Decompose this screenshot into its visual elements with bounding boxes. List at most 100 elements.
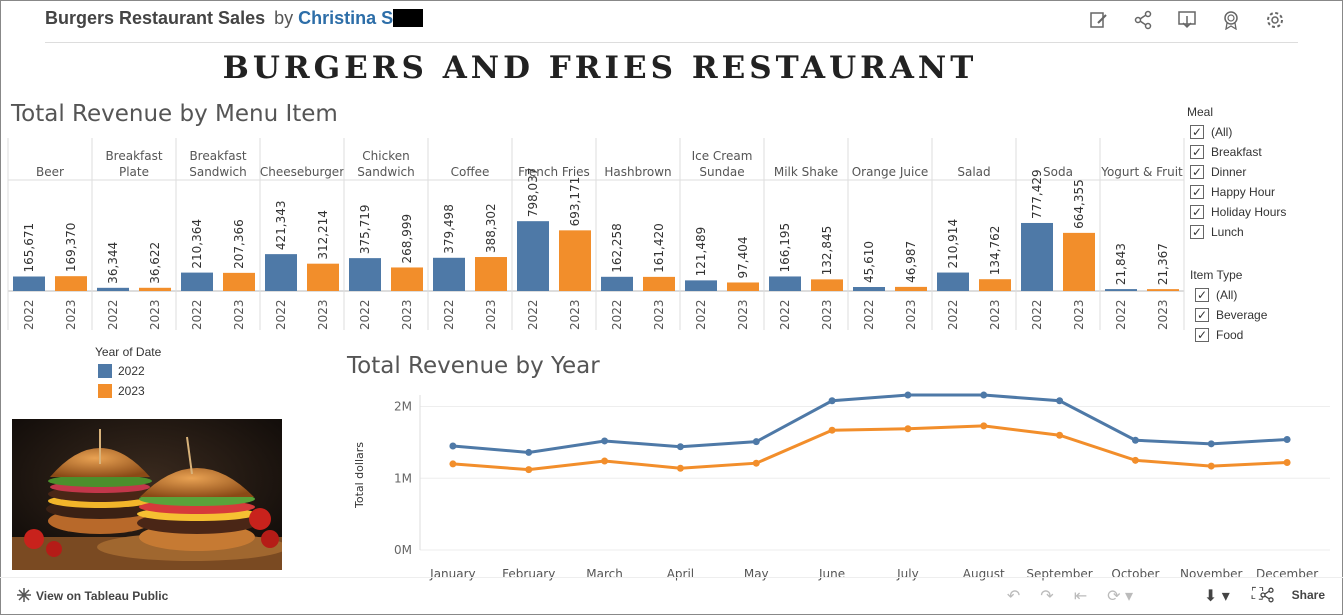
share-icon[interactable] bbox=[1133, 10, 1153, 30]
bar-2022[interactable] bbox=[433, 257, 465, 291]
checkbox-icon[interactable]: ✓ bbox=[1195, 328, 1209, 342]
data-point-2023[interactable] bbox=[1056, 431, 1064, 439]
menu-chart-title: Total Revenue by Menu Item bbox=[11, 101, 338, 127]
data-point-2022[interactable] bbox=[449, 442, 457, 450]
bar-value-label: 798,037 bbox=[526, 168, 540, 218]
bar-2022[interactable] bbox=[685, 280, 717, 291]
bar-2022[interactable] bbox=[853, 287, 885, 291]
refresh-icon[interactable]: ⟳ ▾ bbox=[1107, 588, 1133, 605]
bar-value-label: 166,195 bbox=[778, 223, 792, 273]
bar-2022[interactable] bbox=[1021, 222, 1053, 291]
data-point-2023[interactable] bbox=[1131, 456, 1139, 464]
gear-icon[interactable] bbox=[1265, 10, 1285, 30]
legend-item[interactable]: 2022 bbox=[98, 361, 161, 381]
checkbox-icon[interactable]: ✓ bbox=[1195, 308, 1209, 322]
data-point-2022[interactable] bbox=[752, 438, 760, 446]
data-point-2022[interactable] bbox=[828, 397, 836, 405]
data-point-2023[interactable] bbox=[980, 422, 988, 430]
data-point-2022[interactable] bbox=[601, 437, 609, 445]
bar-2022[interactable] bbox=[181, 272, 213, 291]
bar-2023[interactable] bbox=[643, 276, 675, 291]
data-point-2023[interactable] bbox=[752, 459, 760, 467]
data-point-2023[interactable] bbox=[1207, 462, 1215, 470]
bar-2023[interactable] bbox=[1147, 289, 1179, 291]
tableau-logo-icon bbox=[16, 587, 32, 608]
series-line-2023[interactable] bbox=[452, 424, 1288, 472]
bar-2023[interactable] bbox=[895, 286, 927, 291]
data-point-2022[interactable] bbox=[1131, 436, 1139, 444]
data-point-2023[interactable] bbox=[525, 466, 533, 474]
checkbox-icon[interactable]: ✓ bbox=[1190, 225, 1204, 239]
bar-2023[interactable] bbox=[979, 279, 1011, 291]
checkbox-icon[interactable]: ✓ bbox=[1190, 185, 1204, 199]
checkbox-icon[interactable]: ✓ bbox=[1195, 288, 1209, 302]
bar-2023[interactable] bbox=[55, 276, 87, 291]
meal-filter-option[interactable]: ✓ Holiday Hours bbox=[1190, 202, 1286, 222]
bar-2022[interactable] bbox=[265, 254, 297, 291]
data-point-2023[interactable] bbox=[676, 464, 684, 472]
download-menu-icon[interactable]: ⬇ ▾ bbox=[1203, 588, 1230, 605]
data-point-2022[interactable] bbox=[980, 391, 988, 399]
bar-2022[interactable] bbox=[517, 221, 549, 291]
bar-value-label: 664,355 bbox=[1072, 179, 1086, 229]
bar-2023[interactable] bbox=[307, 263, 339, 291]
meal-filter-option-label: Happy Hour bbox=[1211, 185, 1276, 199]
data-point-2023[interactable] bbox=[904, 425, 912, 433]
bar-2022[interactable] bbox=[97, 287, 129, 291]
view-on-tableau-link[interactable]: View on Tableau Public bbox=[36, 589, 169, 603]
bar-2023[interactable] bbox=[559, 230, 591, 291]
bar-2023[interactable] bbox=[1063, 232, 1095, 291]
legend-item[interactable]: 2023 bbox=[98, 381, 161, 401]
data-point-2023[interactable] bbox=[828, 426, 836, 434]
data-point-2023[interactable] bbox=[1283, 458, 1291, 466]
bar-2023[interactable] bbox=[391, 267, 423, 291]
data-point-2023[interactable] bbox=[449, 460, 457, 468]
bar-2023[interactable] bbox=[727, 282, 759, 291]
item-type-filter-option[interactable]: ✓ Beverage bbox=[1195, 305, 1267, 325]
header-divider bbox=[45, 42, 1298, 43]
bar-2022[interactable] bbox=[349, 258, 381, 291]
item-type-filter-option[interactable]: ✓ Food bbox=[1195, 325, 1267, 345]
meal-filter-option[interactable]: ✓ Happy Hour bbox=[1190, 182, 1286, 202]
data-point-2022[interactable] bbox=[904, 391, 912, 399]
data-point-2022[interactable] bbox=[1056, 397, 1064, 405]
meal-filter-option[interactable]: ✓ Breakfast bbox=[1190, 142, 1286, 162]
share-button[interactable]: Share bbox=[1291, 588, 1325, 602]
item-type-filter-option[interactable]: ✓ (All) bbox=[1195, 285, 1267, 305]
checkbox-icon[interactable]: ✓ bbox=[1190, 205, 1204, 219]
bar-2022[interactable] bbox=[1105, 289, 1137, 291]
year-axis-label: 2023 bbox=[400, 299, 414, 330]
download-icon[interactable] bbox=[1177, 10, 1197, 30]
fullscreen-icon[interactable]: ⛶ bbox=[1251, 586, 1263, 603]
bar-2023[interactable] bbox=[139, 287, 171, 291]
data-point-2023[interactable] bbox=[601, 457, 609, 465]
bar-2022[interactable] bbox=[13, 276, 45, 291]
view-controls: ⬇ ▾ ⛶ bbox=[1204, 586, 1263, 606]
bar-2022[interactable] bbox=[937, 272, 969, 291]
data-point-2022[interactable] bbox=[676, 443, 684, 451]
data-point-2022[interactable] bbox=[1283, 436, 1291, 444]
data-point-2022[interactable] bbox=[525, 448, 533, 456]
checkbox-icon[interactable]: ✓ bbox=[1190, 165, 1204, 179]
badge-icon[interactable] bbox=[1221, 10, 1241, 31]
redo-icon[interactable]: ↷ bbox=[1040, 588, 1054, 605]
revert-icon[interactable]: ⇤ bbox=[1073, 588, 1088, 605]
bar-2023[interactable] bbox=[475, 257, 507, 291]
meal-filter-option[interactable]: ✓ Lunch bbox=[1190, 222, 1286, 242]
toolbar bbox=[1089, 10, 1285, 31]
share-footer-icon[interactable] bbox=[1259, 587, 1275, 608]
bar-2022[interactable] bbox=[601, 276, 633, 291]
edit-icon[interactable] bbox=[1089, 10, 1109, 30]
meal-filter-option[interactable]: ✓ Dinner bbox=[1190, 162, 1286, 182]
series-line-2022[interactable] bbox=[452, 393, 1288, 454]
data-point-2022[interactable] bbox=[1207, 440, 1215, 448]
author-link[interactable]: Christina S bbox=[298, 8, 394, 28]
undo-icon[interactable]: ↶ bbox=[1006, 588, 1021, 605]
checkbox-icon[interactable]: ✓ bbox=[1190, 125, 1204, 139]
bar-2023[interactable] bbox=[223, 272, 255, 291]
bar-2023[interactable] bbox=[811, 279, 843, 291]
bar-2022[interactable] bbox=[769, 276, 801, 291]
item-type-filter-option-label: (All) bbox=[1216, 288, 1238, 302]
checkbox-icon[interactable]: ✓ bbox=[1190, 145, 1204, 159]
meal-filter-option[interactable]: ✓ (All) bbox=[1190, 122, 1286, 142]
